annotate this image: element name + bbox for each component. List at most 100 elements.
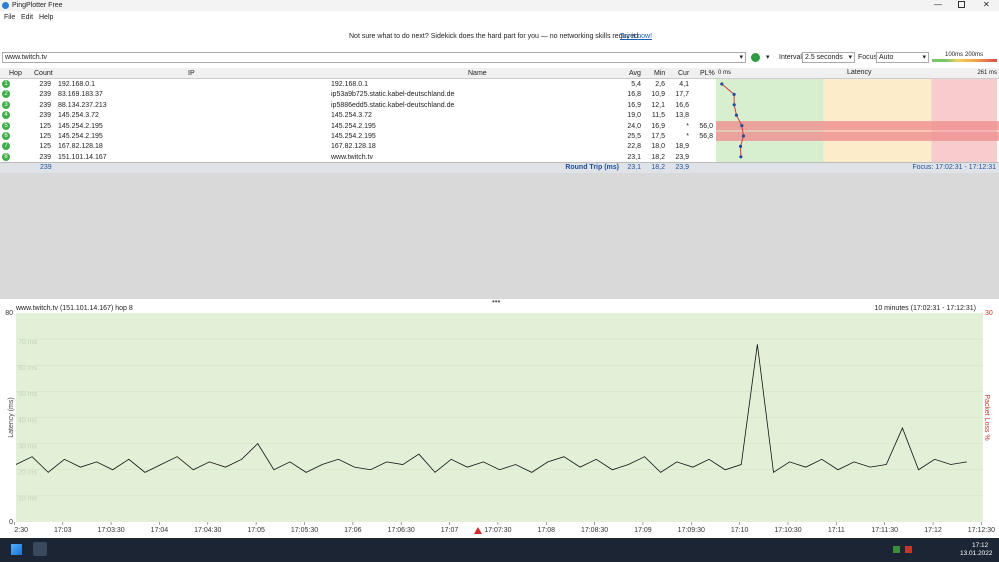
summary-focus: Focus: 17:02:31 - 17:12:31 [912, 164, 996, 171]
count-cell: 239 [39, 101, 51, 109]
avg-dot [732, 92, 736, 96]
x-tick-label: 17:02:30 [1, 527, 28, 534]
avg-cell: 19,0 [627, 112, 641, 120]
banner-link[interactable]: Try it now! [620, 33, 653, 40]
menu-edit[interactable]: Edit [21, 14, 34, 21]
summary-min: 18,2 [651, 164, 665, 171]
interval-label: Interval [779, 54, 802, 61]
column-header[interactable]: Avg [629, 70, 641, 77]
splitter-handle[interactable]: ••• [492, 297, 501, 306]
min-cell: 12,1 [651, 101, 665, 109]
interval-value: 2.5 seconds [805, 54, 843, 61]
x-tick-label: 17:07:30 [484, 527, 511, 534]
x-tick-label: 17:12 [924, 527, 942, 534]
latency-mini-graph [716, 79, 999, 162]
latency-band [931, 79, 997, 162]
count-cell: 239 [39, 81, 51, 88]
ip-cell: 145.254.2.195 [58, 122, 103, 130]
x-tick-label: 17:09 [634, 527, 652, 534]
min-cell: 11,5 [651, 112, 665, 120]
menu-file[interactable]: File [4, 14, 16, 21]
minimize-button[interactable]: — [934, 0, 942, 9]
column-header[interactable]: IP [188, 70, 195, 77]
min-cell: 17,5 [651, 133, 665, 140]
threshold-label: 100ms [945, 52, 964, 58]
maximize-button[interactable] [958, 1, 965, 8]
tray-icon[interactable] [905, 546, 912, 553]
column-header[interactable]: Cur [678, 70, 690, 77]
menu-help[interactable]: Help [39, 14, 54, 21]
start-button[interactable] [751, 53, 760, 62]
cur-cell: 16,6 [675, 101, 689, 109]
start-icon[interactable] [11, 544, 22, 555]
x-clip-left [0, 524, 14, 536]
grid-label: 70 ms [18, 339, 38, 346]
count-cell: 125 [39, 133, 51, 140]
threshold-legend-bar [932, 59, 997, 62]
target-input[interactable]: www.twitch.tv ▾ [2, 52, 746, 63]
ip-cell: 167.82.128.18 [58, 143, 103, 151]
tray-icon[interactable] [893, 546, 900, 553]
name-cell: www.twitch.tv [331, 153, 374, 161]
column-header[interactable]: Count [34, 70, 53, 77]
name-cell: 167.82.128.18 [331, 143, 376, 151]
min-cell: 18,2 [651, 153, 665, 161]
x-tick-label: 17:10:30 [774, 527, 801, 534]
column-header[interactable]: Name [468, 70, 487, 77]
cur-cell: 4,1 [679, 81, 689, 88]
count-cell: 125 [39, 122, 51, 130]
empty-area [0, 173, 999, 299]
app-icon [2, 2, 9, 9]
grid-label: 50 ms [18, 391, 38, 398]
focus-select[interactable]: Auto ▾ [876, 52, 929, 63]
column-header[interactable]: Latency [847, 69, 872, 76]
cur-cell: 18,9 [675, 143, 689, 151]
avg-dot [738, 144, 743, 148]
count-cell: 239 [39, 112, 51, 120]
ip-cell: 151.101.14.167 [58, 153, 107, 161]
x-tick-label: 17:05 [247, 527, 265, 534]
x-tick-label: 17:03:30 [97, 527, 124, 534]
avg-dot [739, 155, 743, 159]
avg-cell: 24,0 [627, 122, 641, 130]
x-tick-label: 17:12:30 [968, 527, 995, 534]
hop-icon: 6 [2, 132, 10, 140]
avg-cell: 23,1 [627, 153, 641, 161]
name-cell: ip53a9b725.static.kabel-deutschland.de [331, 91, 455, 99]
name-cell: ip5886edd5.static.kabel-deutschland.de [331, 101, 455, 109]
interval-select[interactable]: 2.5 seconds ▾ [802, 52, 855, 63]
min-cell: 16,9 [651, 122, 665, 130]
hop-icon: 5 [2, 121, 10, 130]
hop-icon: 4 [2, 111, 10, 120]
y-tick-label: 80 [5, 310, 13, 317]
avg-dot [732, 103, 736, 107]
y-tick-label: 0 [9, 519, 13, 526]
ip-cell: 145.254.3.72 [58, 112, 99, 120]
focus-value: Auto [879, 54, 894, 61]
y2-tick-label: 30 [985, 310, 993, 317]
pingplotter-taskbar-icon[interactable] [33, 542, 47, 556]
x-tick-label: 17:09:30 [678, 527, 705, 534]
close-button[interactable]: ✕ [983, 0, 990, 9]
hop-icon: 1 [2, 80, 10, 88]
x-tick-label: 17:04:30 [194, 527, 221, 534]
window-title: PingPlotter Free [12, 2, 63, 9]
column-header[interactable]: PL% [700, 70, 715, 77]
dropdown-arrow: ▾ [739, 54, 743, 61]
start-dropdown[interactable]: ▾ [766, 54, 770, 61]
x-tick-label: 17:07 [441, 527, 459, 534]
latency-graph: 10 ms 20 ms 30 ms 40 ms 50 ms 60 ms 70 ms 0 80 30… [0, 310, 995, 536]
hop-icon: 8 [2, 152, 10, 161]
ip-cell: 192.168.0.1 [58, 81, 95, 88]
x-tick-label: 17:11:30 [871, 527, 898, 534]
column-header[interactable]: Hop [9, 70, 22, 77]
latency-band [823, 79, 932, 162]
latency-line [15, 344, 967, 474]
avg-cell: 25,5 [627, 133, 641, 140]
pl-cell: 56,0 [699, 122, 713, 130]
x-tick-label: 17:05:30 [291, 527, 318, 534]
column-header[interactable]: Min [654, 70, 666, 77]
avg-cell: 22,8 [627, 143, 641, 151]
x-tick-label: 17:06 [344, 527, 362, 534]
min-cell: 18,0 [651, 143, 665, 151]
